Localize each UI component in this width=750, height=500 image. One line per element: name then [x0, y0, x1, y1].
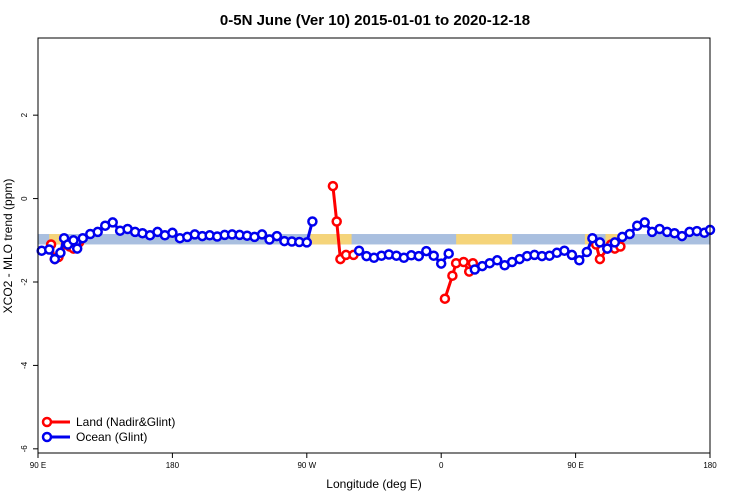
data-point — [594, 237, 606, 248]
legend-ocean-marker — [41, 431, 53, 443]
data-point — [428, 250, 439, 261]
x-tick-label: 90 E — [30, 461, 46, 470]
data-point — [307, 216, 318, 227]
data-point — [271, 230, 283, 242]
data-point — [443, 248, 454, 259]
data-point — [327, 180, 339, 192]
data-point — [566, 249, 578, 261]
data-point — [413, 250, 425, 262]
data-point — [353, 245, 365, 256]
data-point — [92, 226, 103, 238]
series-layer — [36, 180, 716, 304]
legend-land-label: Land (Nadir&Glint) — [76, 415, 175, 429]
data-point — [49, 253, 61, 265]
data-point — [43, 244, 55, 255]
legend-land-marker — [41, 416, 53, 428]
legend-ocean-label: Ocean (Glint) — [76, 430, 147, 444]
band-land-2 — [310, 234, 352, 245]
y-axis: 2 0 -2 -4 -6 — [20, 112, 38, 452]
y-tick-label: 0 — [20, 196, 29, 201]
y-tick-label: -6 — [20, 445, 29, 453]
x-axis-label: Longitude (deg E) — [326, 477, 421, 491]
data-point — [68, 235, 79, 246]
plot-frame — [37, 37, 711, 454]
data-point — [167, 227, 178, 239]
data-point — [71, 243, 83, 254]
band-land-3 — [456, 234, 513, 245]
chart-title: 0-5N June (Ver 10) 2015-01-01 to 2020-12… — [220, 12, 530, 29]
data-point — [602, 243, 613, 254]
x-tick-label: 180 — [166, 461, 180, 470]
x-tick-label: 0 — [439, 461, 444, 470]
band-land-0 — [49, 234, 63, 245]
x-tick-label: 90 W — [297, 461, 316, 470]
data-point — [439, 293, 451, 304]
data-point — [594, 253, 606, 265]
series-ocean — [36, 216, 716, 275]
data-point — [331, 216, 342, 227]
data-point — [256, 229, 268, 240]
data-point — [447, 270, 458, 281]
data-point — [107, 217, 118, 228]
data-point — [55, 247, 66, 259]
data-point — [676, 230, 688, 242]
band-ocean — [38, 234, 710, 245]
data-point — [559, 245, 570, 256]
data-point — [435, 258, 447, 269]
data-point — [301, 237, 313, 248]
data-point — [624, 228, 635, 240]
data-point — [587, 232, 598, 244]
x-tick-label: 90 E — [567, 461, 583, 470]
y-axis-label: XCO2 - MLO trend (ppm) — [1, 179, 15, 314]
x-tick-label: 180 — [703, 461, 717, 470]
data-point — [458, 256, 469, 268]
data-point — [609, 237, 621, 248]
data-point — [491, 255, 503, 266]
y-tick-label: -2 — [20, 278, 29, 286]
data-point — [639, 217, 650, 228]
data-point — [77, 232, 89, 244]
y-tick-label: 2 — [20, 112, 29, 117]
y-tick-label: -4 — [20, 361, 29, 369]
legend: Land (Nadir&Glint) Ocean (Glint) — [41, 415, 175, 444]
data-point — [574, 255, 585, 266]
data-point — [421, 245, 432, 257]
x-axis: 90 E 180 90 W 0 90 E 180 — [30, 453, 717, 470]
data-point — [581, 246, 593, 258]
